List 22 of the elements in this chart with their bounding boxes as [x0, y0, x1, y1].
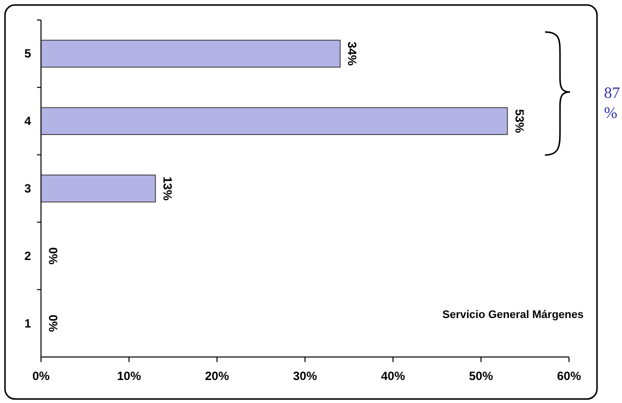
x-tick-label: 40% [380, 369, 406, 383]
y-tick-label: 5 [24, 46, 32, 61]
x-tick-label: 0% [32, 369, 50, 383]
text: 87 % [604, 85, 620, 122]
x-tick-label: 20% [204, 369, 230, 383]
bar [40, 40, 341, 68]
x-tick-label: 60% [556, 369, 582, 383]
x-tick-label: 50% [468, 369, 494, 383]
y-tick-label: 2 [24, 248, 32, 263]
y-tick-label: 4 [24, 114, 32, 128]
annotation: Servicio General Márgenes [442, 309, 584, 321]
bar [40, 107, 508, 135]
bar [40, 174, 156, 202]
data-label: 13% [160, 176, 174, 201]
data-label: 34% [345, 42, 360, 66]
y-tick-label: 3 [24, 182, 32, 196]
data-label: 0% [46, 314, 60, 332]
x-tick-label: 30% [292, 369, 318, 383]
x-tick-label: 10% [116, 369, 142, 383]
data-label: 0% [46, 247, 60, 265]
y-tick-label: 1 [24, 316, 32, 330]
data-label: 53% [512, 109, 526, 134]
